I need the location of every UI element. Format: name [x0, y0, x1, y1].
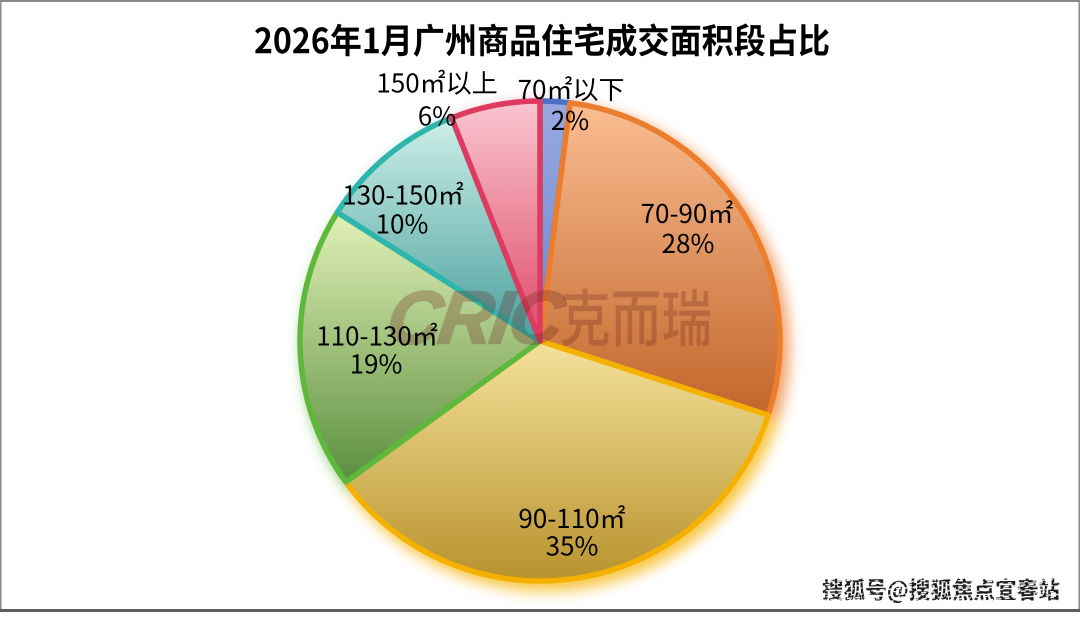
svg-text:CRIC: CRIC	[383, 276, 571, 359]
